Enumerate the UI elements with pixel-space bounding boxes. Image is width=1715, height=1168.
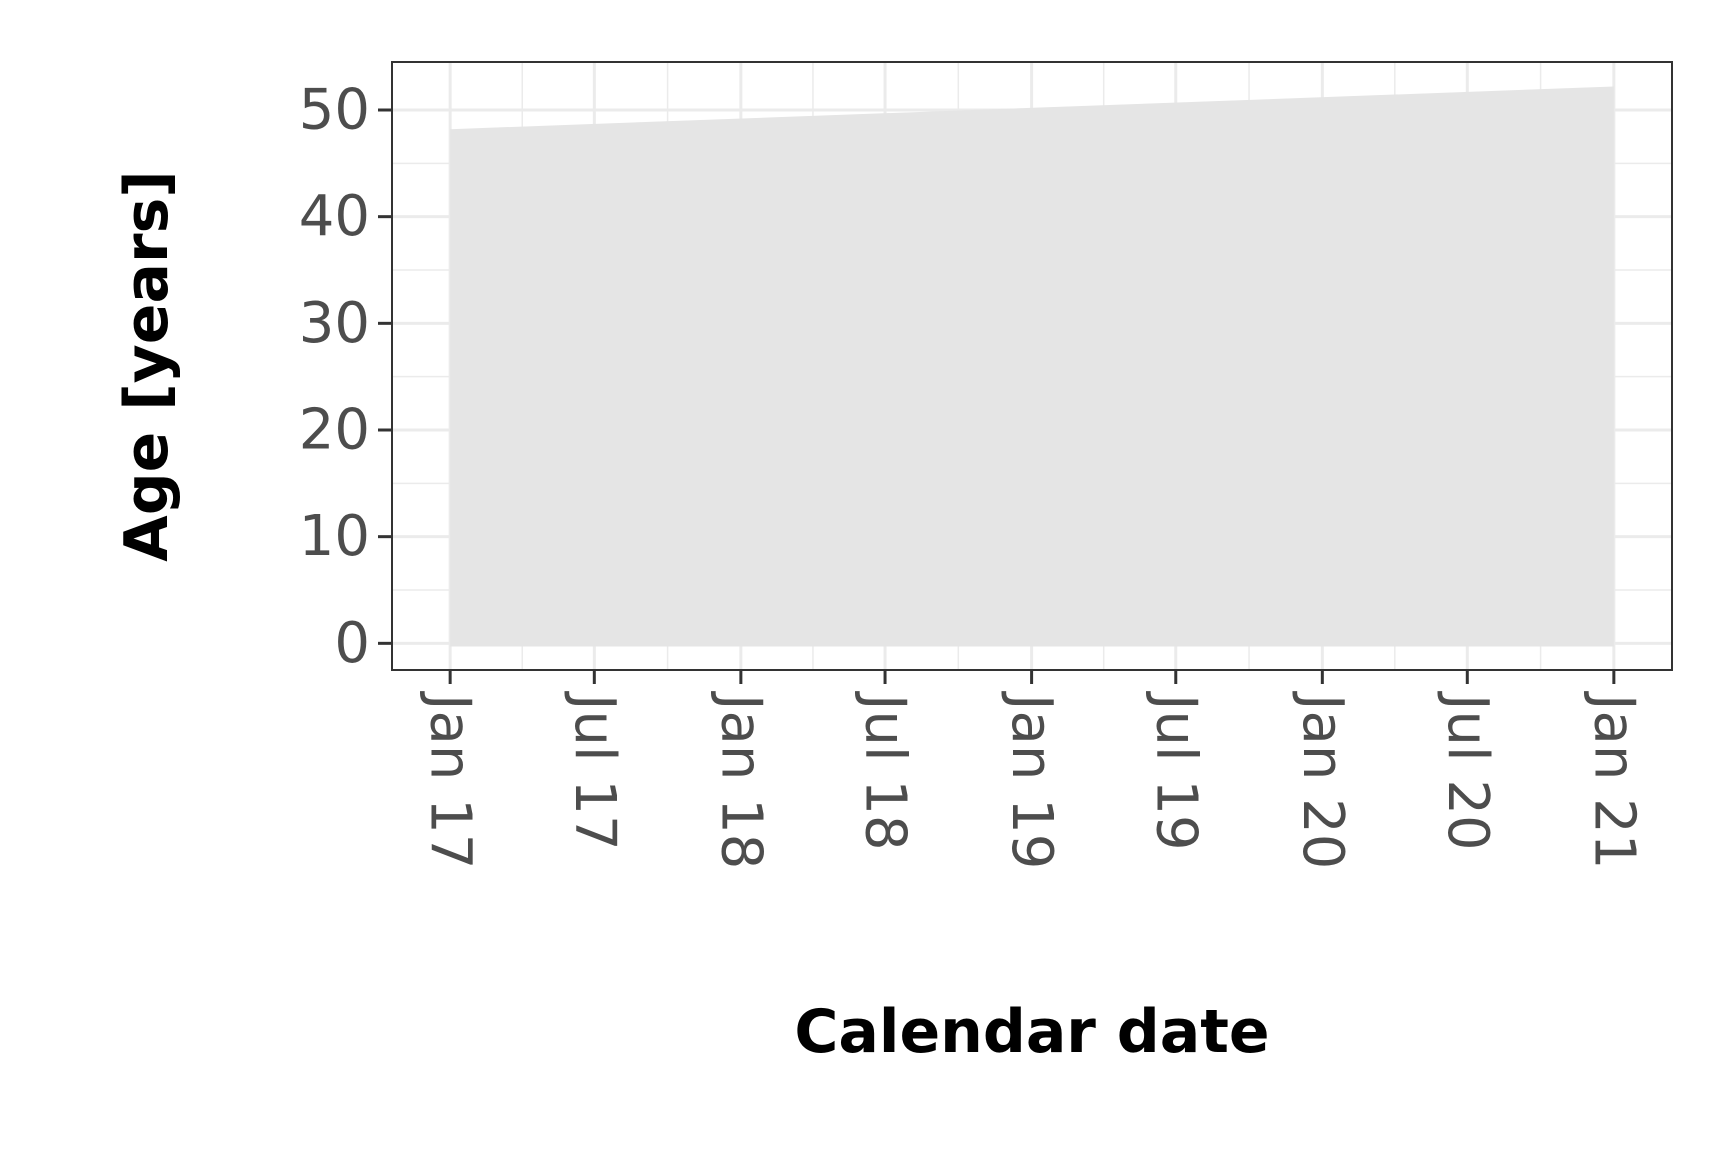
x-tick-label-8: Jan 21: [1581, 691, 1646, 869]
y-axis-title: Age [years]: [112, 170, 182, 561]
x-axis-title: Calendar date: [794, 997, 1269, 1067]
x-tick-label-4: Jan 19: [999, 691, 1064, 869]
y-axis: 0 10 20 30 40 50: [299, 78, 392, 676]
x-tick-label-6: Jan 20: [1290, 691, 1355, 869]
x-tick-label-0: Jan 17: [418, 691, 483, 869]
y-tick-label-5: 50: [299, 78, 370, 143]
x-tick-label-5: Jul 19: [1143, 691, 1208, 851]
y-tick-label-1: 10: [299, 504, 370, 569]
area-series-0: [450, 86, 1614, 647]
x-tick-label-2: Jan 18: [708, 691, 773, 869]
x-tick-label-3: Jul 18: [853, 691, 918, 851]
y-tick-label-2: 20: [299, 398, 370, 463]
y-tick-label-0: 0: [334, 611, 370, 676]
y-tick-label-3: 30: [299, 291, 370, 356]
x-tick-label-1: Jul 17: [562, 691, 627, 851]
x-axis: Jan 17 Jul 17 Jan 18 Jul 18 Jan 19 Jul 19 Jan …: [418, 670, 1646, 869]
area-layer: [450, 86, 1614, 647]
y-tick-label-4: 40: [299, 184, 370, 249]
x-tick-label-7: Jul 20: [1435, 691, 1500, 851]
